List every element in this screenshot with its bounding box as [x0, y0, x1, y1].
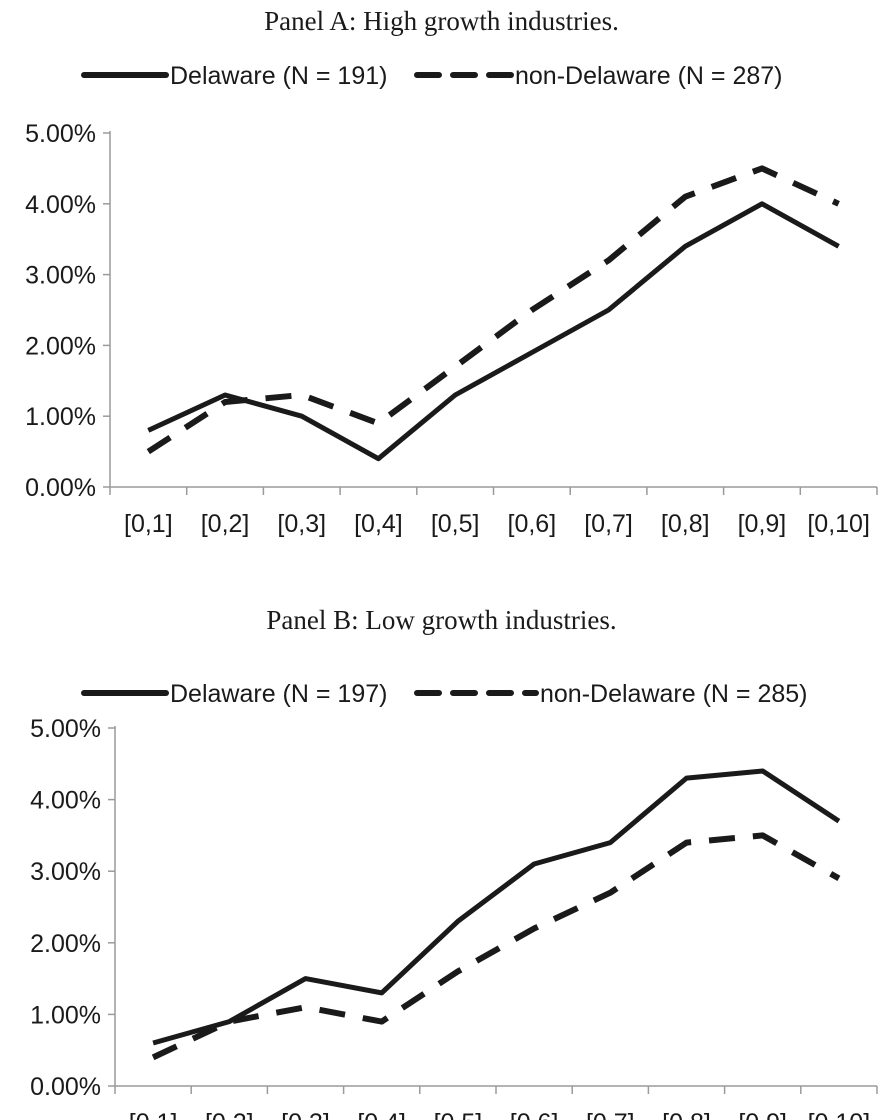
panel-a-x-tick-label: [0,4] [354, 510, 403, 538]
panel-b-y-tick-label: 5.00% [30, 715, 101, 743]
panel-a-legend-label-1: Delaware (N = 191) [170, 62, 387, 90]
panel-a-chart: Delaware (N = 191) non-Delaware (N = 287)… [0, 50, 883, 530]
panel-b-title: Panel B: Low growth industries. [0, 605, 883, 636]
panel-a-series-line-1 [148, 204, 838, 459]
panel-a-title: Panel A: High growth industries. [0, 6, 883, 37]
panel-b-x-tick-label: [0,1] [129, 1109, 178, 1120]
panel-b-x-tick-label: [0,10] [808, 1109, 871, 1120]
panel-a-y-tick-label: 3.00% [25, 262, 96, 290]
panel-b-x-tick-label: [0,4] [357, 1109, 406, 1120]
panel-b-x-tick-label: [0,9] [738, 1109, 787, 1120]
panel-b-x-tick-label: [0,2] [205, 1109, 254, 1120]
panel-b-y-tick-label: 2.00% [30, 930, 101, 958]
panel-a-x-tick-label: [0,1] [124, 510, 173, 538]
panel-a-x-tick-label: [0,6] [508, 510, 557, 538]
panel-b-series-line-1 [153, 771, 839, 1043]
panel-b-legend-label-1: Delaware (N = 197) [170, 680, 387, 708]
panel-b-x-tick-label: [0,6] [510, 1109, 559, 1120]
panel-a-x-tick-label: [0,10] [807, 510, 870, 538]
panel-a-x-tick-label: [0,8] [661, 510, 710, 538]
panel-a-y-tick-label: 5.00% [25, 120, 96, 148]
panel-b-legend-label-2: non-Delaware (N = 285) [540, 680, 808, 708]
panel-a-x-tick-label: [0,5] [431, 510, 480, 538]
panel-b-x-tick-label: [0,3] [281, 1109, 330, 1120]
panel-b-y-tick-label: 1.00% [30, 1001, 101, 1029]
panel-a-series-line-2 [148, 168, 838, 451]
panel-a-legend-label-2: non-Delaware (N = 287) [515, 62, 783, 90]
panel-b-y-tick-label: 4.00% [30, 787, 101, 815]
panel-a-x-tick-label: [0,7] [584, 510, 633, 538]
panel-b-y-tick-label: 3.00% [30, 858, 101, 886]
panel-a-y-tick-label: 1.00% [25, 403, 96, 431]
panel-a-x-tick-label: [0,9] [738, 510, 787, 538]
panel-a-x-tick-label: [0,3] [277, 510, 326, 538]
panel-a-x-tick-label: [0,2] [201, 510, 250, 538]
panel-b-y-tick-label: 0.00% [30, 1073, 101, 1101]
panel-a-y-tick-label: 4.00% [25, 191, 96, 219]
panel-a-y-tick-label: 0.00% [25, 474, 96, 502]
panel-b-x-tick-label: [0,8] [662, 1109, 711, 1120]
panel-b-chart: Delaware (N = 197) non-Delaware (N = 285)… [0, 645, 883, 1120]
panel-b-x-tick-label: [0,7] [586, 1109, 635, 1120]
panel-a-y-tick-label: 2.00% [25, 332, 96, 360]
panel-b-series-line-2 [153, 835, 839, 1057]
panel-b-x-tick-label: [0,5] [434, 1109, 483, 1120]
